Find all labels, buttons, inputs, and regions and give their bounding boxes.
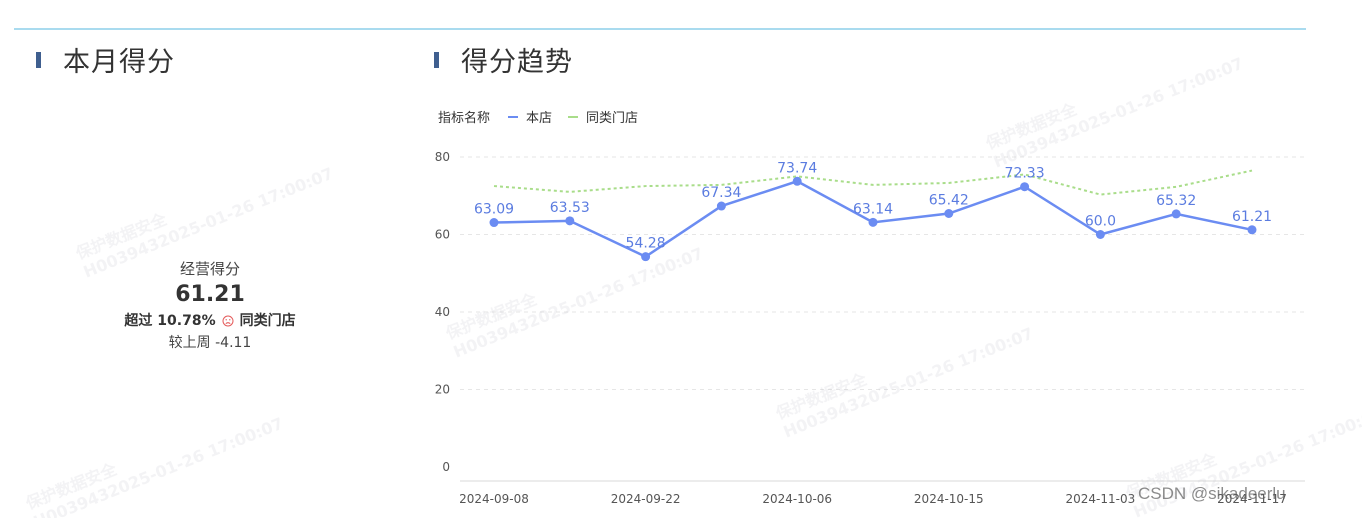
peer-comparison: 超过 10.78% 同类门店 — [100, 310, 320, 332]
data-label-store: 65.32 — [1156, 193, 1196, 209]
footer-credit: CSDN @sikadeerlu — [1138, 484, 1286, 503]
data-label-store: 73.74 — [777, 160, 817, 176]
data-label-store: 61.21 — [1232, 209, 1272, 225]
legend-label-store: 本店 — [526, 111, 553, 126]
monthly-score-title: 本月得分 — [63, 47, 175, 78]
chart-legend: 指标名称 本店 同类门店 — [438, 107, 654, 126]
score-label: 经营得分 — [179, 260, 240, 278]
data-point-store — [565, 216, 575, 226]
data-point-store — [944, 208, 954, 218]
x-tick-label: 2024-10-15 — [914, 492, 984, 506]
compare-percent: 超过 10.78% — [124, 313, 216, 329]
top-divider — [14, 28, 1306, 30]
data-label-store: 67.34 — [701, 185, 741, 201]
data-label-store: 60.0 — [1085, 214, 1116, 230]
store-swatch — [508, 115, 519, 118]
watermark: 保护数据安全 H0039432025-01-26 17:00:07 — [23, 413, 287, 518]
score-trend-chart: 指标名称 本店 同类门店 0 20 40 60 80 2024-09-08 2024-09-… — [420, 95, 1320, 518]
y-tick-label: 0 — [442, 460, 450, 474]
legend-item-peer[interactable]: 同类门店 — [568, 107, 638, 126]
legend-item-store[interactable]: 本店 — [508, 107, 552, 126]
compare-target: 同类门店 — [239, 313, 296, 329]
score-trend-title: 得分趋势 — [461, 47, 573, 78]
data-label-store: 63.09 — [474, 202, 514, 218]
data-point-store — [641, 252, 651, 262]
section-marker — [36, 51, 41, 68]
x-tick-label: 2024-09-08 — [459, 492, 529, 506]
data-point-store — [716, 201, 726, 211]
monthly-score-header: 本月得分 — [36, 40, 175, 79]
data-point-store — [792, 176, 802, 186]
data-point-store — [1247, 225, 1257, 235]
week-change: 较上周 -4.11 — [168, 335, 252, 351]
x-tick-label: 2024-10-06 — [762, 492, 832, 506]
x-tick-label: 2024-09-22 — [611, 492, 681, 506]
score-panel: 经营得分 61.21 超过 10.78% 同类门店 较上周 -4.11 — [100, 258, 320, 354]
legend-label-peer: 同类门店 — [586, 111, 639, 126]
y-tick-label: 40 — [435, 305, 450, 319]
x-tick-label: 2024-11-03 — [1066, 492, 1136, 506]
x-tick-label: 2024-11-17 — [1217, 492, 1287, 506]
series-line-peer — [493, 169, 1253, 196]
data-point-store — [1095, 230, 1105, 239]
data-label-store: 72.33 — [1005, 166, 1045, 182]
data-point-store — [868, 217, 878, 227]
score-value: 61.21 — [175, 282, 245, 307]
data-point-store — [1171, 209, 1181, 219]
y-tick-label: 60 — [435, 228, 450, 242]
data-label-store: 54.28 — [626, 236, 666, 252]
data-point-store — [1020, 182, 1030, 192]
peer-swatch — [568, 115, 579, 118]
y-tick-label: 80 — [435, 150, 450, 164]
legend-title: 指标名称 — [438, 111, 491, 126]
data-label-store: 63.14 — [853, 201, 893, 217]
section-marker — [434, 51, 439, 68]
chart-plot: 0 20 40 60 80 2024-09-08 2024-09-22 2024-10-06 2… — [435, 150, 1305, 506]
sad-face-icon — [222, 315, 234, 327]
data-label-store: 65.42 — [929, 192, 969, 208]
data-point-store — [489, 218, 499, 228]
y-tick-label: 20 — [435, 383, 450, 397]
score-trend-header: 得分趋势 — [434, 40, 573, 79]
data-label-store: 63.53 — [550, 200, 590, 216]
